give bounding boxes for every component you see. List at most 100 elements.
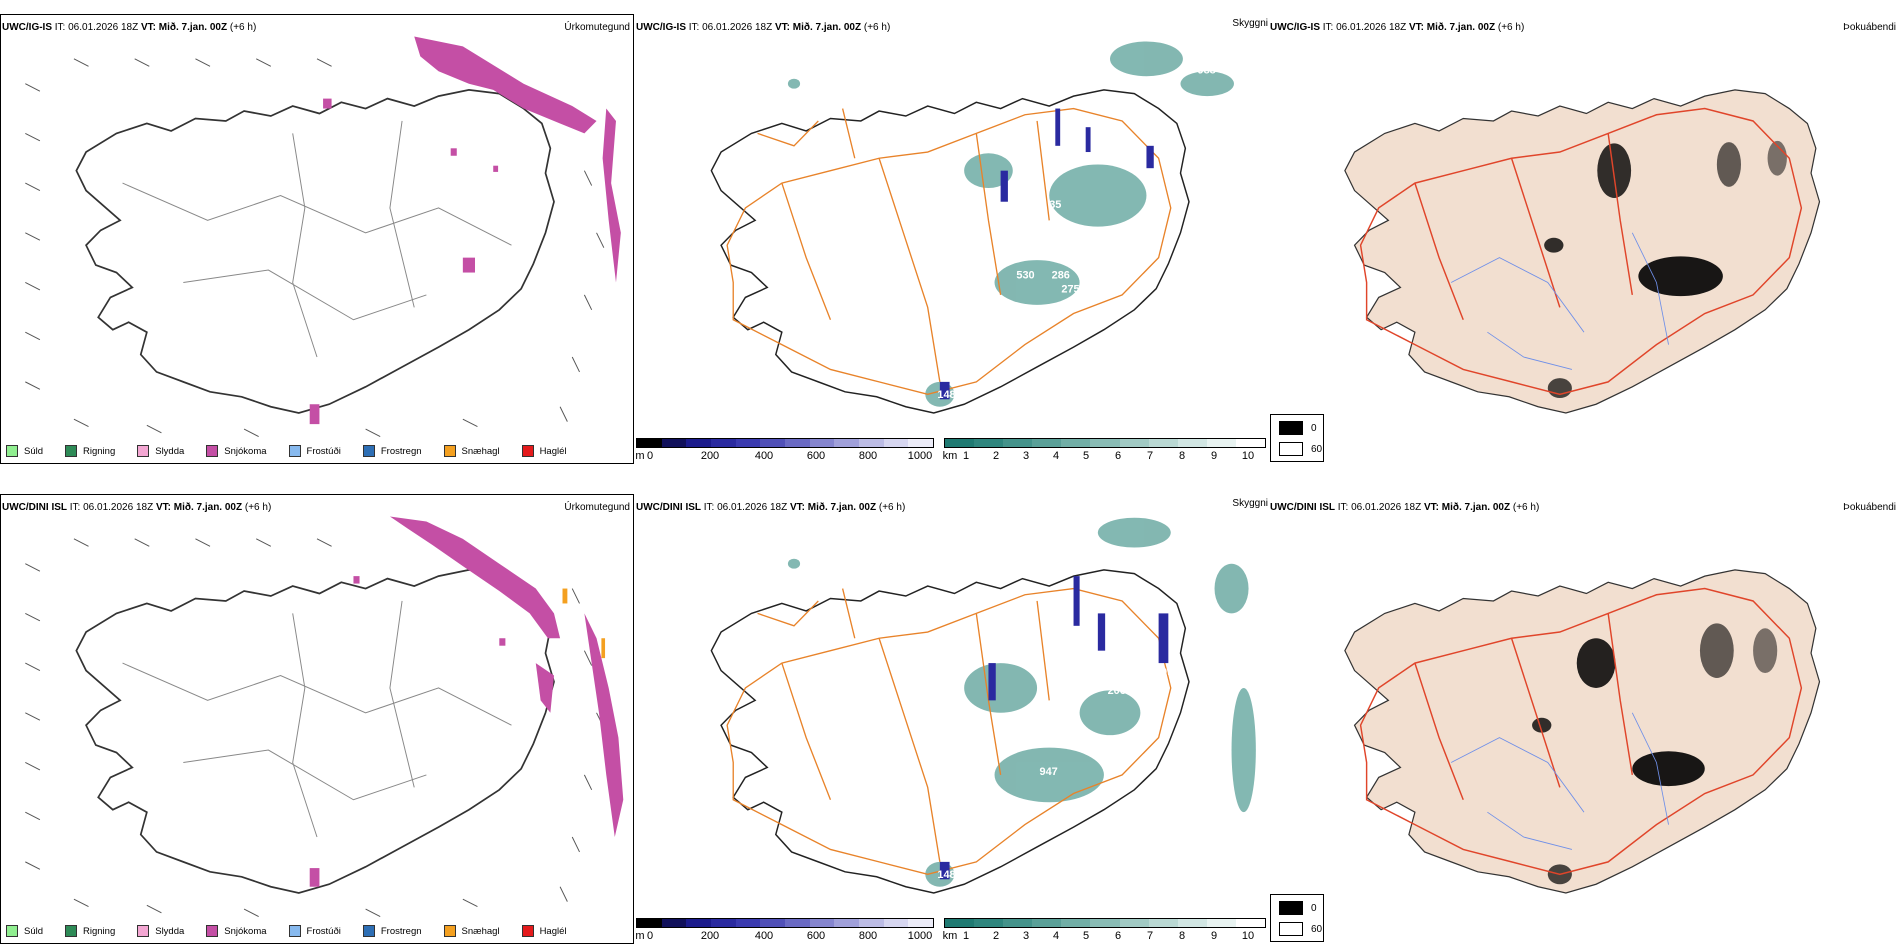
visibility-tick: 7 (1146, 930, 1154, 942)
rivers (1450, 712, 1669, 850)
legend-swatch (6, 445, 18, 457)
vis-label: 37 (1088, 277, 1100, 289)
init-time: 06.01.2026 18Z (1351, 502, 1422, 513)
legend-swatch (443, 445, 456, 457)
fog-panel-row1: UWC/IG-IS IT: 06.01.2026 18Z VT: Mið. 7.… (1270, 14, 1898, 464)
visibility-panel-row2: UWC/DINI ISL IT: 06.01.2026 18Z VT: Mið.… (635, 494, 1324, 944)
legend-swatch (65, 925, 78, 937)
model-name: UWC/IG-IS (636, 22, 686, 33)
ceiling-colorbar (636, 918, 934, 928)
legend-label: Frostúði (306, 445, 341, 457)
vis-label: 198 (947, 232, 965, 244)
ceiling-tick: 600 (806, 450, 826, 462)
init-label: IT: (688, 22, 700, 33)
parameter-name: Skyggni (1232, 498, 1268, 509)
model-name: UWC/IG-IS (1270, 22, 1320, 33)
visibility-tick: 4 (1052, 450, 1060, 462)
fog-map (1344, 569, 1821, 894)
ceiling-tick: 200 (700, 450, 720, 462)
wind-barbs (25, 58, 605, 437)
fog-legend-top: 0 (1311, 903, 1317, 914)
lead-time: (+6 h) (878, 502, 906, 513)
parameter-name: Skyggni (1232, 18, 1268, 29)
legend-item: Rigning (59, 445, 115, 457)
legend-label: Snæhagl (461, 445, 500, 457)
visibility-tick: 2 (992, 930, 1000, 942)
fog-legend-top: 0 (1311, 423, 1317, 434)
ceiling-tick: 200 (700, 930, 720, 942)
legend-label: Súld (24, 925, 44, 937)
valid-label: VT: (1423, 502, 1439, 513)
ceiling-tick: 600 (806, 930, 826, 942)
ceiling-tick: 1000 (907, 930, 933, 942)
vis-label: 530 (1016, 270, 1034, 282)
legend-label: Rigning (83, 925, 116, 937)
ceiling-areas (939, 576, 1169, 880)
map-frame (0, 14, 634, 464)
vis-label: 286 (1052, 270, 1070, 282)
lead-time: (+6 h) (1497, 22, 1525, 33)
road-network (726, 107, 1172, 396)
legend-label: Frostúði (306, 925, 341, 937)
vis-label: 148 (937, 389, 955, 401)
legend-label: Slydda (155, 925, 185, 937)
vis-label: 988 (1198, 65, 1216, 77)
legend-swatch (65, 445, 78, 457)
panel-title: UWC/DINI ISL IT: 06.01.2026 18Z VT: Mið.… (2, 502, 271, 513)
valid-label: VT: (789, 502, 805, 513)
legend-item: Frostregn (357, 925, 422, 937)
lead-time: (+6 h) (1512, 502, 1540, 513)
init-time: 06.01.2026 18Z (83, 502, 154, 513)
valid-label: VT: (774, 22, 790, 33)
ceiling-tick: 0 (646, 450, 654, 462)
ceiling-tick: 400 (754, 450, 774, 462)
legend-item: Slydda (131, 925, 184, 937)
valid-time: Mið. 7.jan. 00Z (1441, 502, 1511, 513)
rivers (1450, 232, 1669, 370)
fog-legend: 0 60 (1270, 894, 1324, 942)
legend-swatch (443, 925, 456, 937)
legend-item: Snæhagl (438, 445, 500, 457)
visibility-unit: km (942, 930, 958, 942)
legend-item: Rigning (59, 925, 115, 937)
visibility-tick: 5 (1082, 930, 1090, 942)
fog-swatch-light (1279, 922, 1303, 936)
visibility-tick: 8 (1178, 450, 1186, 462)
panel-title: UWC/DINI ISL IT: 06.01.2026 18Z VT: Mið.… (636, 502, 905, 513)
wind-barbs (25, 538, 605, 917)
valid-label: VT: (155, 502, 171, 513)
vis-label: 35 (1049, 199, 1061, 211)
visibility-map: 947 208 206 99 91 148 (710, 517, 1256, 894)
legend-item: Slydda (131, 445, 184, 457)
init-time: 06.01.2026 18Z (717, 502, 788, 513)
fog-swatch-dark (1279, 421, 1303, 435)
ceiling-tick: 0 (646, 930, 654, 942)
legend-item: Frostúði (283, 925, 341, 937)
legend-label: Snjókoma (224, 925, 267, 937)
vis-areas (787, 517, 1256, 887)
ceiling-tick: 800 (858, 930, 878, 942)
panel-title: UWC/IG-IS IT: 06.01.2026 18Z VT: Mið. 7.… (2, 22, 256, 33)
visibility-tick: 8 (1178, 930, 1186, 942)
visibility-unit: km (942, 450, 958, 462)
model-name: UWC/DINI ISL (2, 502, 67, 513)
fog-legend: 0 60 (1270, 414, 1324, 462)
legend-swatch (206, 925, 219, 937)
road-network (726, 587, 1172, 876)
init-label: IT: (1337, 502, 1349, 513)
ceiling-ticks: m 0 200 400 600 800 1000 (635, 930, 934, 944)
visibility-tick: 2 (992, 450, 1000, 462)
visibility-tick: 10 (1241, 930, 1255, 942)
legend-swatch (521, 925, 534, 937)
valid-label: VT: (140, 22, 156, 33)
visibility-tick: 6 (1114, 930, 1122, 942)
visibility-tick: 1 (962, 450, 970, 462)
ceiling-tick: 800 (858, 450, 878, 462)
init-time: 06.01.2026 18Z (68, 22, 139, 33)
vis-label: 275 (1061, 283, 1079, 295)
legend-label: Snæhagl (461, 925, 500, 937)
ceiling-unit: m (635, 930, 645, 942)
fog-legend-bottom: 60 (1311, 444, 1323, 455)
parameter-name: Þokuábendi (1843, 502, 1896, 513)
ceiling-unit: m (635, 450, 645, 462)
